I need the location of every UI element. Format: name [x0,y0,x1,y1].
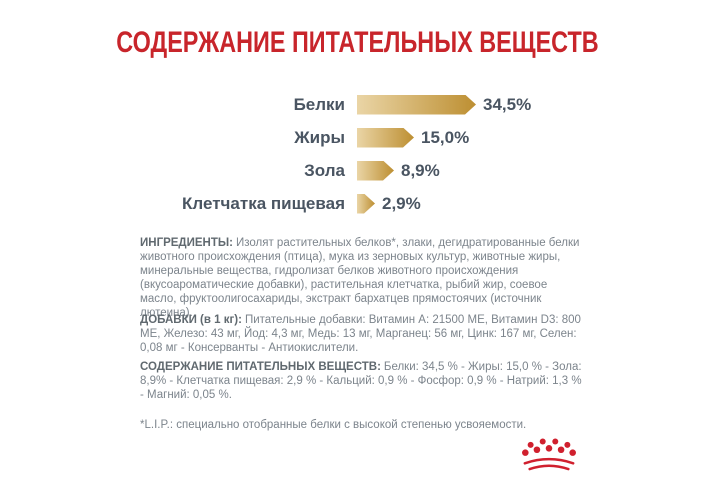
page-title: СОДЕРЖАНИЕ ПИТАТЕЛЬНЫХ ВЕЩЕСТВ [116,26,599,59]
chart-row: Жиры 15,0% [140,121,580,154]
additives-body: Питательные добавки: Витамин A: 21500 МЕ… [140,314,581,354]
bar-label: Клетчатка пищевая [182,193,345,213]
additives-lead: ДОБАВКИ (в 1 кг): [140,314,242,326]
bar [357,128,414,148]
chart-row: Белки 34,5% [140,88,580,121]
bar-value: 2,9% [382,193,421,213]
bar [357,161,394,181]
bar-label: Зола [304,160,345,180]
footnote: *L.I.P.: специально отобранные белки с в… [140,419,527,431]
chart-row: Клетчатка пищевая 2,9% [140,187,580,220]
bar-value: 8,9% [401,160,440,180]
bar [357,95,476,115]
royal-canin-crown-icon [522,438,576,471]
bar-value: 34,5% [483,94,532,114]
bar-label: Белки [293,94,345,114]
bar-label: Жиры [294,127,345,147]
analysis-lead: СОДЕРЖАНИЕ ПИТАТЕЛЬНЫХ ВЕЩЕСТВ: [140,361,381,373]
analysis-paragraph: СОДЕРЖАНИЕ ПИТАТЕЛЬНЫХ ВЕЩЕСТВ: Белки: 34… [140,361,582,403]
ingredients-paragraph: ИНГРЕДИЕНТЫ: Изолят растительных белков*,… [140,237,582,320]
chart-row: Зола 8,9% [140,154,580,187]
bar-value: 15,0% [421,127,470,147]
ingredients-body: Изолят растительных белков*, злаки, деги… [140,237,580,319]
ingredients-lead: ИНГРЕДИЕНТЫ: [140,237,233,249]
bar [357,194,375,214]
analysis-body: Белки: 34,5 % - Жиры: 15,0 % - Зола: 8,9… [140,361,582,401]
nutrition-bar-chart: Белки 34,5% Жиры 15,0% Зола 8,9% Клетчатка пищ… [140,88,580,220]
additives-paragraph: ДОБАВКИ (в 1 кг): Питательные добавки: Ви… [140,314,582,356]
